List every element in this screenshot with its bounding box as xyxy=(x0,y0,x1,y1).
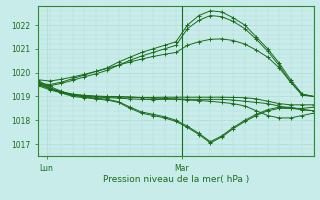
X-axis label: Pression niveau de la mer( hPa ): Pression niveau de la mer( hPa ) xyxy=(103,175,249,184)
